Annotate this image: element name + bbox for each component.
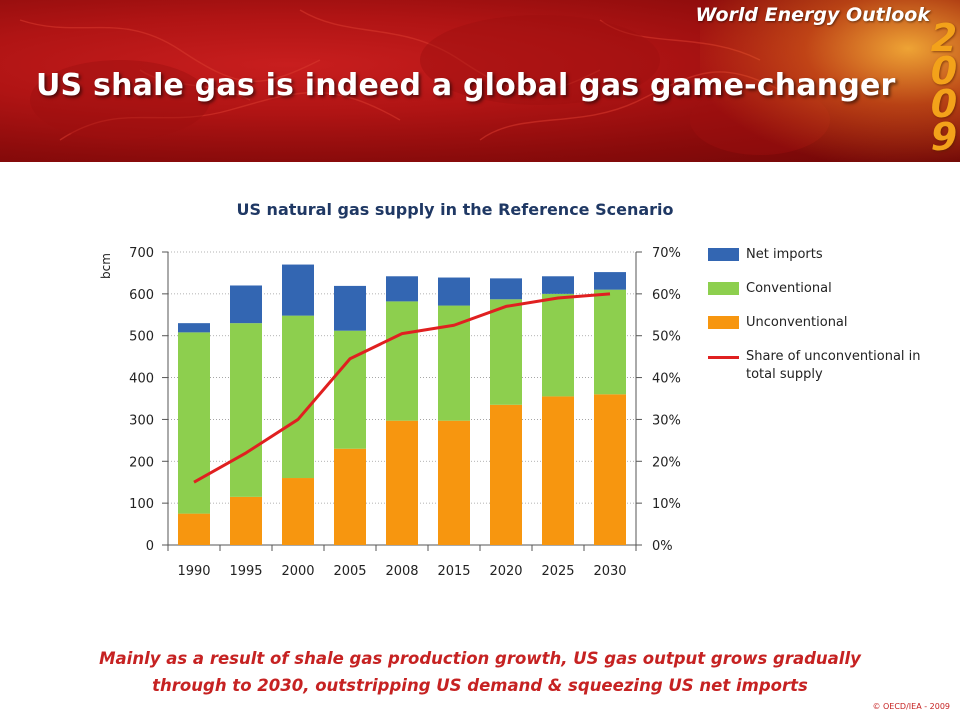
y-tick-label: 100 — [129, 497, 154, 512]
bar-net-imports — [490, 278, 522, 300]
bar-conventional — [178, 332, 210, 514]
x-tick-label: 1995 — [229, 564, 262, 579]
bar-conventional — [594, 289, 626, 395]
year-digit: 2 — [930, 16, 958, 60]
y2-tick-label: 70% — [652, 246, 681, 261]
brand-logo-text: World Energy Outlook — [695, 4, 930, 26]
x-tick-label: 2030 — [593, 564, 626, 579]
y-tick-label: 400 — [129, 372, 154, 387]
year-digit: 0 — [930, 82, 958, 126]
page-title: US shale gas is indeed a global gas game… — [36, 68, 896, 103]
bar-unconventional — [386, 420, 418, 545]
bar-net-imports — [282, 264, 314, 316]
legend-swatch — [708, 282, 739, 295]
y-tick-label: 300 — [129, 413, 154, 428]
bar-unconventional — [594, 394, 626, 545]
y2-tick-label: 10% — [652, 497, 681, 512]
year-digit: 9 — [930, 115, 958, 159]
x-tick-label: 2008 — [385, 564, 418, 579]
bar-unconventional — [542, 396, 574, 545]
y-tick-label: 600 — [129, 288, 154, 303]
legend-label: Share of unconventional in total supply — [746, 349, 921, 382]
header-banner: World Energy Outlook 2 0 0 9 US shale ga… — [0, 0, 960, 162]
bar-unconventional — [230, 496, 262, 545]
y2-tick-label: 40% — [652, 372, 681, 387]
banner-glow — [700, 0, 960, 162]
legend-swatch — [708, 248, 739, 261]
brand-year: 2 0 0 9 — [928, 16, 960, 159]
copyright: © OECD/IEA - 2009 — [872, 702, 950, 711]
bar-conventional — [230, 323, 262, 497]
y2-tick-label: 20% — [652, 455, 681, 470]
y-axis-label: bcm — [99, 253, 113, 279]
legend-label: Net imports — [746, 247, 823, 262]
caption-line: Mainly as a result of shale gas producti… — [99, 649, 861, 668]
y2-tick-label: 60% — [652, 288, 681, 303]
bar-unconventional — [178, 513, 210, 545]
caption: Mainly as a result of shale gas producti… — [0, 645, 960, 699]
bar-conventional — [542, 293, 574, 397]
y2-tick-label: 0% — [652, 539, 673, 554]
y-tick-label: 500 — [129, 330, 154, 345]
bar-conventional — [334, 330, 366, 449]
x-tick-label: 2015 — [437, 564, 470, 579]
chart-plot: 0 100 200 300 400 500 600 700 0% 10% 20% 30% 40% 50% 6… — [99, 246, 681, 579]
bar-unconventional — [282, 478, 314, 545]
share-line — [193, 292, 611, 484]
bar-net-imports — [334, 285, 366, 331]
caption-line: through to 2030, outstripping US demand … — [152, 676, 808, 695]
bar-unconventional — [334, 448, 366, 545]
bar-net-imports — [594, 272, 626, 290]
x-tick-label: 2020 — [489, 564, 522, 579]
y-tick-label: 200 — [129, 455, 154, 470]
bar-conventional — [282, 315, 314, 479]
year-digit: 0 — [930, 49, 958, 93]
bar-net-imports — [386, 276, 418, 302]
legend-line — [708, 356, 739, 359]
bar-net-imports — [178, 323, 210, 333]
bar-unconventional — [490, 404, 522, 545]
bar-net-imports — [438, 277, 470, 306]
y-tick-label: 700 — [129, 246, 154, 261]
bar-conventional — [386, 301, 418, 421]
x-tick-label: 2005 — [333, 564, 366, 579]
y-tick-label: 0 — [146, 539, 154, 554]
x-tick-label: 1990 — [177, 564, 210, 579]
y2-tick-label: 50% — [652, 330, 681, 345]
y2-tick-label: 30% — [652, 413, 681, 428]
bar-unconventional — [438, 420, 470, 545]
x-tick-label: 2025 — [541, 564, 574, 579]
legend-label: Conventional — [746, 281, 832, 296]
bar-net-imports — [230, 285, 262, 324]
bar-conventional — [490, 299, 522, 405]
x-tick-label: 2000 — [281, 564, 314, 579]
bar-conventional — [438, 305, 470, 421]
legend-swatch — [708, 316, 739, 329]
chart-title: US natural gas supply in the Reference S… — [236, 200, 674, 219]
bar-net-imports — [542, 276, 574, 294]
legend-label: Unconventional — [746, 315, 848, 330]
